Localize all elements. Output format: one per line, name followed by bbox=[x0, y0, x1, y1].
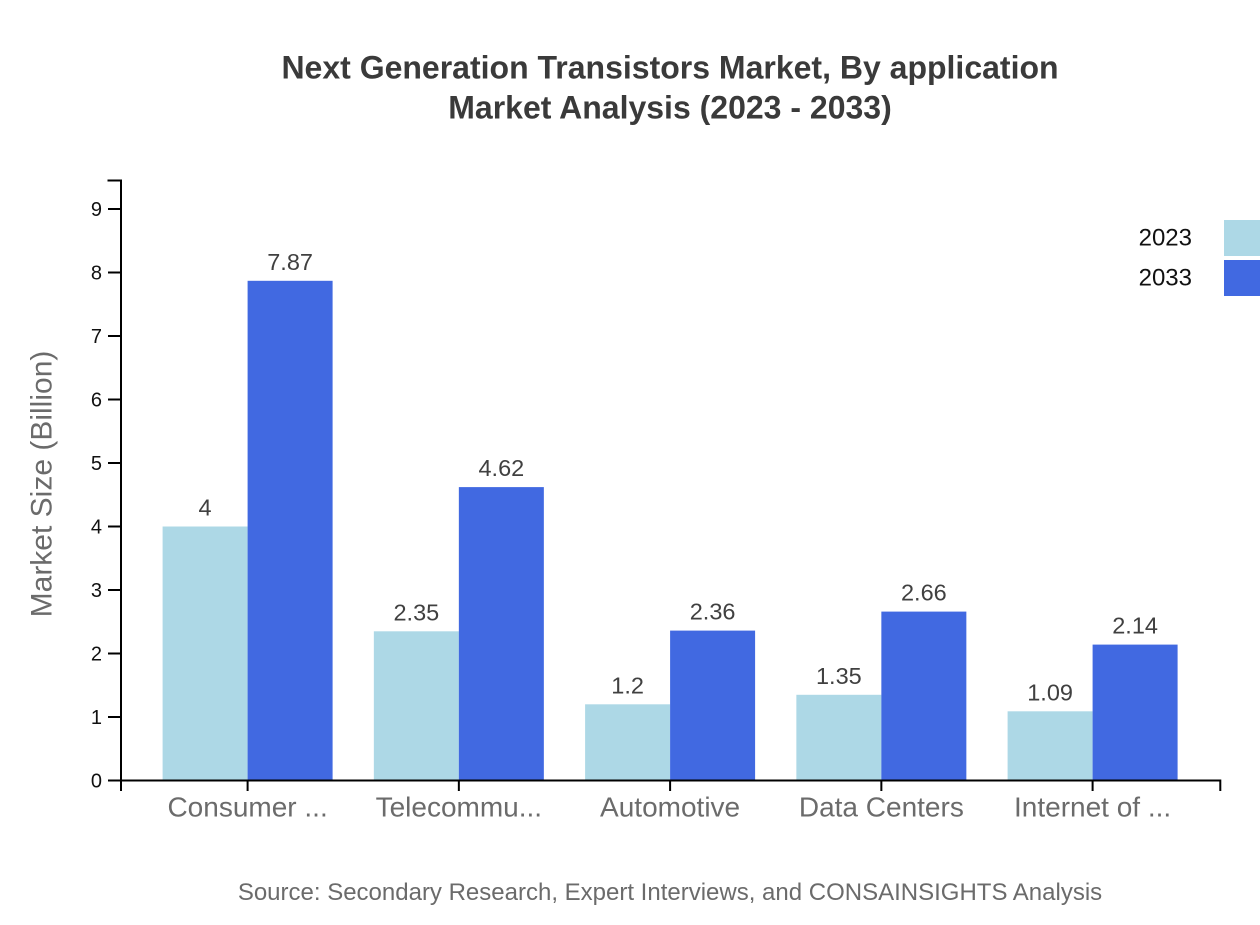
svg-text:Market Size (Billion): Market Size (Billion) bbox=[26, 351, 59, 618]
svg-text:Next Generation Transistors Ma: Next Generation Transistors Market, By a… bbox=[281, 50, 1058, 86]
svg-text:2.35: 2.35 bbox=[393, 599, 439, 625]
svg-text:6: 6 bbox=[91, 389, 102, 411]
svg-text:7.87: 7.87 bbox=[267, 249, 313, 275]
svg-text:4: 4 bbox=[91, 516, 102, 538]
svg-text:3: 3 bbox=[91, 580, 102, 602]
svg-text:0: 0 bbox=[91, 770, 102, 792]
svg-text:Consumer ...: Consumer ... bbox=[167, 792, 327, 823]
svg-text:1: 1 bbox=[91, 707, 102, 729]
svg-text:Data Centers: Data Centers bbox=[799, 792, 964, 823]
svg-text:Source: Secondary Research, Ex: Source: Secondary Research, Expert Inter… bbox=[238, 879, 1102, 906]
svg-text:Telecommu...: Telecommu... bbox=[376, 792, 543, 823]
svg-text:2: 2 bbox=[91, 643, 102, 665]
svg-text:1.35: 1.35 bbox=[816, 663, 862, 689]
svg-text:Automotive: Automotive bbox=[600, 792, 740, 823]
svg-text:Internet of ...: Internet of ... bbox=[1014, 792, 1171, 823]
svg-text:7: 7 bbox=[91, 326, 102, 348]
svg-text:4: 4 bbox=[199, 495, 212, 521]
svg-text:9: 9 bbox=[91, 199, 102, 221]
svg-text:4.62: 4.62 bbox=[478, 455, 524, 481]
svg-text:2023: 2023 bbox=[1139, 225, 1192, 252]
svg-text:1.09: 1.09 bbox=[1027, 679, 1073, 705]
svg-text:1.2: 1.2 bbox=[611, 672, 644, 698]
svg-text:2.14: 2.14 bbox=[1112, 613, 1158, 639]
svg-text:Market Analysis (2023 - 2033): Market Analysis (2023 - 2033) bbox=[448, 90, 892, 126]
svg-text:2.66: 2.66 bbox=[901, 580, 947, 606]
svg-text:2.36: 2.36 bbox=[690, 599, 736, 625]
svg-text:2033: 2033 bbox=[1139, 265, 1192, 292]
svg-text:8: 8 bbox=[91, 262, 102, 284]
svg-text:5: 5 bbox=[91, 453, 102, 475]
